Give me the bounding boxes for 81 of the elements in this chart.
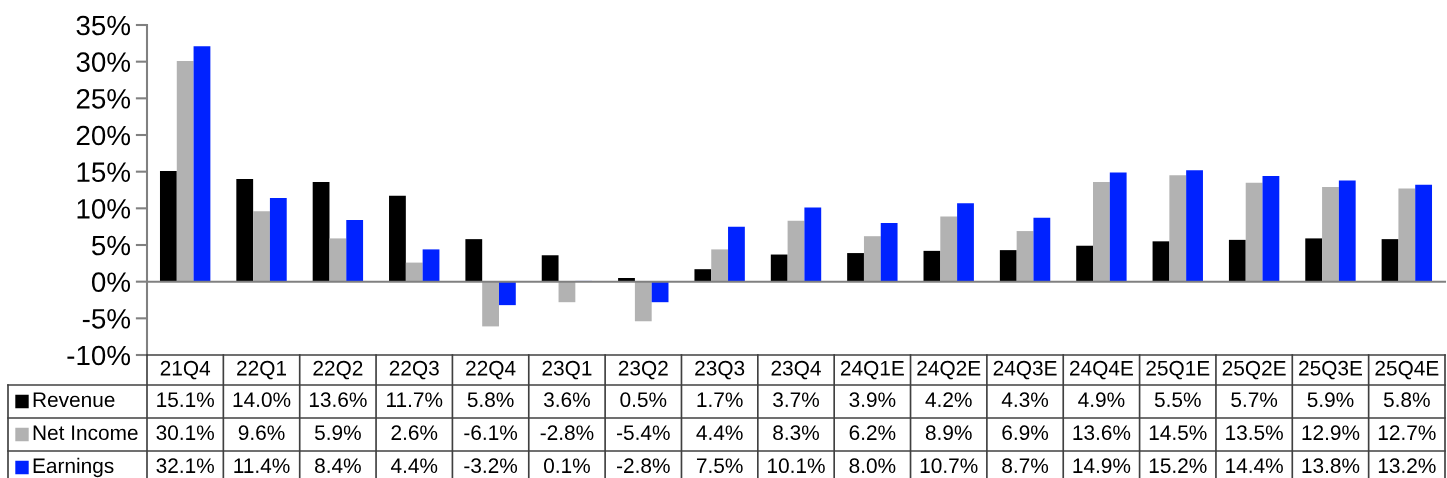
data-label: 2.6% [391, 425, 438, 441]
y-tick-label: 25% [76, 89, 131, 109]
data-label: 0.1% [544, 458, 590, 474]
data-label: 5.7% [1231, 392, 1278, 408]
data-label: 3.9% [849, 392, 896, 408]
x-tick-label: 22Q1 [237, 360, 286, 380]
data-label: 4.9% [1078, 392, 1125, 408]
data-label: 11.7% [387, 392, 443, 408]
x-tick-label: 23Q4 [771, 360, 821, 380]
data-label: 8.0% [849, 458, 896, 474]
data-label: 3.7% [773, 392, 819, 408]
y-tick-label: 15% [77, 162, 131, 183]
x-tick-label: 21Q4 [160, 360, 211, 380]
x-tick-label: 25Q2E [1222, 360, 1286, 380]
legend-label: Earnings [33, 457, 114, 478]
data-label: 5.9% [314, 425, 361, 441]
data-label: 9.6% [238, 425, 285, 441]
data-label: 5.9% [1307, 392, 1354, 408]
data-label: -5.4% [617, 425, 670, 441]
data-label: 30.1% [156, 425, 214, 441]
data-label: 5.5% [1154, 392, 1201, 408]
y-tick-label: 30% [76, 52, 131, 73]
x-tick-label: 24Q1E [840, 360, 904, 380]
data-label: 4.2% [925, 392, 972, 408]
y-tick-label: 10% [77, 199, 131, 219]
data-label: 8.7% [1002, 458, 1049, 474]
data-label: 7.5% [696, 458, 743, 474]
y-tick-label: 5% [91, 235, 131, 256]
x-tick-label: 23Q1 [542, 360, 592, 380]
data-label: -6.1% [464, 425, 518, 441]
x-tick-label: 23Q3 [695, 360, 745, 380]
data-label: -2.8% [540, 425, 594, 441]
data-label: 0.5% [620, 392, 667, 408]
x-tick-label: 23Q2 [618, 360, 668, 380]
data-label: 10.1% [768, 458, 825, 474]
data-label: 14.5% [1149, 425, 1207, 441]
data-label: 3.6% [543, 392, 590, 408]
legend-label: Net Income [33, 425, 138, 441]
data-label: 13.8% [1302, 458, 1360, 474]
x-tick-label: 24Q4E [1070, 360, 1133, 380]
data-label: 1.7% [697, 392, 743, 408]
data-label: 13.6% [309, 392, 367, 408]
data-label: 8.4% [315, 458, 361, 474]
y-tick-label: 35% [76, 15, 131, 36]
data-label: 12.7% [1378, 425, 1436, 441]
data-label: 5.8% [1383, 392, 1430, 408]
x-tick-label: 25Q1E [1146, 360, 1210, 380]
data-label: 10.7% [920, 458, 978, 474]
data-label: 12.9% [1302, 425, 1360, 441]
y-tick-label: 0% [91, 272, 131, 293]
data-label: -3.2% [464, 458, 518, 474]
data-label: 4.4% [696, 425, 743, 441]
data-label: -2.8% [617, 458, 670, 474]
data-label: 15.1% [157, 392, 214, 408]
data-label: 13.2% [1378, 458, 1436, 474]
x-tick-label: 25Q4E [1375, 360, 1439, 380]
data-label: 4.3% [1001, 392, 1049, 408]
data-label: 4.4% [390, 458, 438, 474]
data-label: 8.3% [773, 425, 819, 441]
data-label: 15.2% [1149, 458, 1207, 474]
data-label: 6.9% [1002, 425, 1049, 441]
x-tick-label: 22Q3 [389, 360, 439, 380]
x-tick-label: 22Q2 [313, 360, 363, 380]
data-label: 6.2% [849, 425, 896, 441]
data-label: 14.4% [1226, 458, 1283, 474]
y-tick-label: -5% [82, 309, 131, 329]
data-label: 5.8% [467, 392, 514, 408]
data-label: 14.0% [233, 392, 291, 408]
data-label: 8.9% [925, 425, 972, 441]
x-tick-label: 24Q2E [917, 360, 981, 380]
data-label: 13.6% [1073, 425, 1131, 441]
x-tick-label: 25Q3E [1299, 360, 1363, 380]
x-tick-label: 24Q3E [993, 360, 1057, 380]
data-label: 13.5% [1226, 425, 1283, 441]
data-label: 11.4% [234, 458, 290, 474]
y-tick-label: 20% [76, 125, 131, 146]
legend-label: Revenue [33, 392, 115, 408]
data-label: 14.9% [1073, 458, 1131, 474]
x-tick-label: 22Q4 [466, 360, 516, 380]
y-tick-label: -10% [67, 345, 131, 366]
data-label: 32.1% [156, 458, 214, 474]
